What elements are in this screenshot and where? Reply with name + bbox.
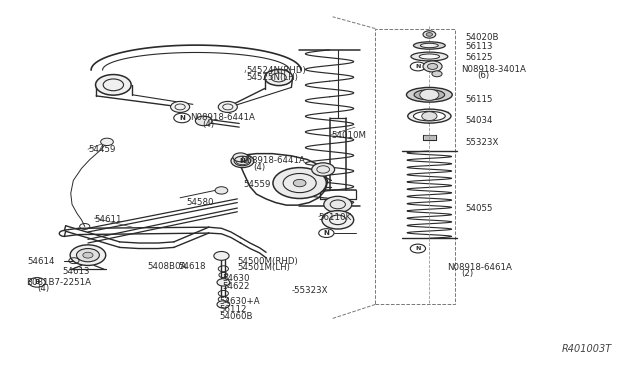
Circle shape bbox=[214, 251, 229, 260]
Circle shape bbox=[231, 154, 254, 168]
Text: (2): (2) bbox=[461, 269, 473, 278]
Ellipse shape bbox=[408, 109, 451, 123]
Text: 54559: 54559 bbox=[244, 180, 271, 189]
Circle shape bbox=[171, 102, 189, 112]
Text: 54055: 54055 bbox=[465, 204, 492, 213]
Circle shape bbox=[217, 279, 230, 286]
Text: 54630+A: 54630+A bbox=[220, 297, 260, 307]
Ellipse shape bbox=[413, 111, 445, 121]
Text: N: N bbox=[415, 246, 420, 251]
Text: N08918-6461A: N08918-6461A bbox=[447, 263, 512, 272]
Text: 54459: 54459 bbox=[88, 145, 115, 154]
Text: B: B bbox=[35, 279, 40, 285]
Circle shape bbox=[324, 196, 352, 212]
Text: 56125: 56125 bbox=[465, 54, 492, 62]
Circle shape bbox=[217, 301, 230, 308]
Text: 54020B: 54020B bbox=[465, 32, 499, 42]
Text: 56113: 56113 bbox=[465, 42, 492, 51]
Text: 54525N(LH): 54525N(LH) bbox=[247, 73, 299, 82]
Circle shape bbox=[195, 116, 212, 126]
Circle shape bbox=[233, 153, 248, 162]
Text: B081B7-2251A: B081B7-2251A bbox=[26, 278, 92, 287]
Text: 54614: 54614 bbox=[28, 257, 55, 266]
Text: 54630: 54630 bbox=[223, 274, 250, 283]
Text: N: N bbox=[415, 64, 420, 69]
Text: 54060B: 54060B bbox=[220, 312, 253, 321]
Text: N: N bbox=[239, 158, 245, 164]
Ellipse shape bbox=[413, 42, 445, 49]
Circle shape bbox=[100, 138, 113, 145]
Circle shape bbox=[70, 245, 106, 266]
Circle shape bbox=[426, 33, 433, 36]
Circle shape bbox=[422, 112, 437, 121]
Text: 56112: 56112 bbox=[220, 305, 247, 314]
Text: (4): (4) bbox=[202, 120, 214, 129]
Text: N: N bbox=[179, 115, 185, 121]
Text: 54580: 54580 bbox=[186, 198, 214, 207]
Text: 55323X: 55323X bbox=[465, 138, 499, 147]
Ellipse shape bbox=[419, 54, 440, 59]
Circle shape bbox=[293, 179, 306, 187]
Circle shape bbox=[83, 252, 93, 258]
Circle shape bbox=[423, 31, 436, 38]
Text: 54611: 54611 bbox=[94, 215, 122, 224]
Text: N08918-3401A: N08918-3401A bbox=[461, 64, 526, 74]
Text: 54613: 54613 bbox=[63, 267, 90, 276]
Circle shape bbox=[76, 248, 99, 262]
Text: 54034: 54034 bbox=[465, 116, 492, 125]
Text: 54501M(LH): 54501M(LH) bbox=[237, 263, 290, 272]
Text: -55323X: -55323X bbox=[291, 286, 328, 295]
Ellipse shape bbox=[406, 87, 452, 102]
Circle shape bbox=[432, 71, 442, 77]
Text: 54010M: 54010M bbox=[332, 131, 367, 140]
Text: (6): (6) bbox=[477, 71, 490, 80]
Text: R401003T: R401003T bbox=[562, 344, 612, 355]
Text: N08918-6441A: N08918-6441A bbox=[189, 113, 255, 122]
Circle shape bbox=[273, 168, 326, 199]
Circle shape bbox=[420, 89, 439, 100]
Text: 54618: 54618 bbox=[179, 262, 206, 271]
Text: 54524N(RHD): 54524N(RHD) bbox=[247, 65, 307, 75]
Circle shape bbox=[428, 64, 438, 70]
Circle shape bbox=[312, 163, 335, 176]
Text: 54500M(RHD): 54500M(RHD) bbox=[237, 257, 298, 266]
Text: 56115: 56115 bbox=[465, 95, 492, 104]
Circle shape bbox=[265, 70, 292, 86]
Circle shape bbox=[218, 102, 237, 112]
Circle shape bbox=[322, 211, 354, 229]
Ellipse shape bbox=[411, 52, 448, 61]
Text: N08918-6441A: N08918-6441A bbox=[241, 157, 305, 166]
Text: 5408B0A: 5408B0A bbox=[147, 262, 186, 271]
Ellipse shape bbox=[420, 43, 438, 48]
Text: N: N bbox=[323, 230, 330, 236]
Circle shape bbox=[423, 61, 442, 72]
Text: 56110K: 56110K bbox=[319, 213, 352, 222]
Text: (4): (4) bbox=[253, 163, 266, 172]
Text: 54622: 54622 bbox=[223, 282, 250, 291]
Ellipse shape bbox=[414, 90, 445, 100]
Circle shape bbox=[215, 187, 228, 194]
Circle shape bbox=[95, 74, 131, 95]
Text: (4): (4) bbox=[37, 284, 49, 293]
